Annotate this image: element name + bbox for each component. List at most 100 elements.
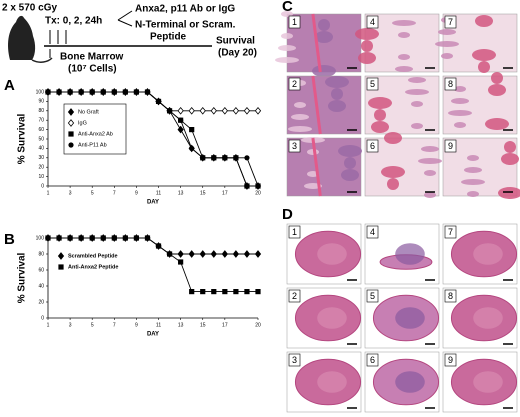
- marker: [166, 108, 173, 114]
- tissue: [467, 191, 479, 197]
- tile-number-box: [444, 15, 457, 29]
- tile-number-box: [444, 225, 457, 239]
- marker: [122, 235, 128, 241]
- panel-label: C: [282, 0, 293, 15]
- x-tick-label: 11: [156, 190, 161, 196]
- legend-label: No Graft: [78, 109, 99, 115]
- marker: [133, 89, 140, 95]
- tissue: [325, 76, 349, 88]
- tissue: [398, 54, 410, 60]
- y-tick-label: 40: [38, 146, 44, 152]
- marker: [188, 106, 195, 115]
- tissue: [361, 40, 373, 52]
- marker: [244, 155, 250, 161]
- marker: [222, 155, 228, 161]
- tissue: [467, 155, 479, 161]
- marker: [199, 106, 206, 115]
- tile-number-box: [366, 289, 379, 303]
- tissue: [395, 66, 413, 72]
- marker: [221, 250, 228, 258]
- tissue: [472, 49, 496, 61]
- marker: [45, 235, 51, 241]
- tile-number: 5: [370, 291, 375, 301]
- tissue: [424, 192, 436, 198]
- marker: [178, 117, 184, 123]
- tile-number-box: [288, 77, 301, 91]
- marker: [144, 235, 151, 241]
- tissue: [381, 166, 405, 178]
- marker: [189, 127, 195, 133]
- arrow: [117, 19, 133, 27]
- y-tick-label: 60: [38, 127, 44, 133]
- x-tick-label: 9: [135, 322, 138, 328]
- tissue: [435, 41, 459, 47]
- tissue: [491, 72, 503, 84]
- marker: [111, 89, 117, 95]
- y-tick-label: 50: [38, 136, 44, 142]
- tissue: [318, 19, 330, 31]
- tile-number: 7: [448, 17, 453, 27]
- tile-number: 1: [292, 227, 297, 237]
- marrow: [473, 243, 503, 265]
- panel-label: B: [4, 231, 15, 248]
- marker: [200, 289, 206, 295]
- panel-label: A: [4, 77, 15, 94]
- marker: [199, 250, 206, 258]
- schematic: 2 x 570 cGy Tx: 0, 2, 24h Anxa2, p11 Ab …: [2, 3, 257, 75]
- tile-number: 6: [370, 141, 375, 151]
- marker: [233, 289, 239, 295]
- tile-number: 9: [448, 355, 453, 365]
- tissue: [485, 118, 509, 130]
- endpoint-day: (Day 20): [218, 48, 257, 59]
- legend-box: [63, 103, 127, 155]
- treatment: Tx: 0, 2, 24h: [45, 16, 102, 27]
- x-tick-label: 13: [178, 322, 184, 328]
- marker: [188, 250, 195, 258]
- marrow: [395, 243, 425, 265]
- marker: [67, 119, 75, 127]
- tissue: [291, 114, 309, 120]
- tissue: [408, 77, 426, 83]
- tissue: [281, 33, 293, 39]
- tissue: [392, 20, 416, 26]
- tissue: [344, 157, 356, 169]
- tile-number: 3: [292, 141, 297, 151]
- x-tick-label: 20: [255, 190, 261, 196]
- tissue: [451, 98, 469, 104]
- x-axis-label: DAY: [147, 200, 159, 206]
- marker: [68, 131, 74, 137]
- x-tick-label: 20: [255, 322, 261, 328]
- marker: [57, 252, 65, 260]
- marker: [177, 125, 184, 134]
- marker: [133, 235, 140, 241]
- tissue: [341, 169, 359, 181]
- tissue: [421, 146, 439, 152]
- marker: [58, 264, 64, 270]
- x-tick-label: 13: [178, 190, 184, 196]
- tissue: [281, 11, 293, 17]
- tissue: [374, 109, 386, 121]
- tile-number: 7: [448, 227, 453, 237]
- marker: [68, 142, 74, 148]
- marker: [67, 235, 73, 241]
- tile-number-box: [366, 353, 379, 367]
- tile-number-box: [366, 77, 379, 91]
- tile-number: 4: [370, 227, 375, 237]
- y-tick-label: 90: [38, 99, 44, 105]
- tile-number-box: [288, 289, 301, 303]
- marker: [155, 98, 162, 104]
- marker: [189, 289, 195, 295]
- tile-number: 2: [292, 79, 297, 89]
- marker: [221, 106, 228, 115]
- x-tick-label: 15: [200, 190, 206, 196]
- x-tick-label: 15: [200, 322, 206, 328]
- marker: [89, 235, 95, 241]
- marrow: [473, 371, 503, 393]
- y-axis-label: % Survival: [17, 252, 28, 303]
- option: N-Terminal or Scram.: [135, 20, 236, 31]
- dose: 2 x 570 cGy: [2, 3, 57, 14]
- marker: [111, 235, 117, 241]
- marker: [254, 106, 262, 115]
